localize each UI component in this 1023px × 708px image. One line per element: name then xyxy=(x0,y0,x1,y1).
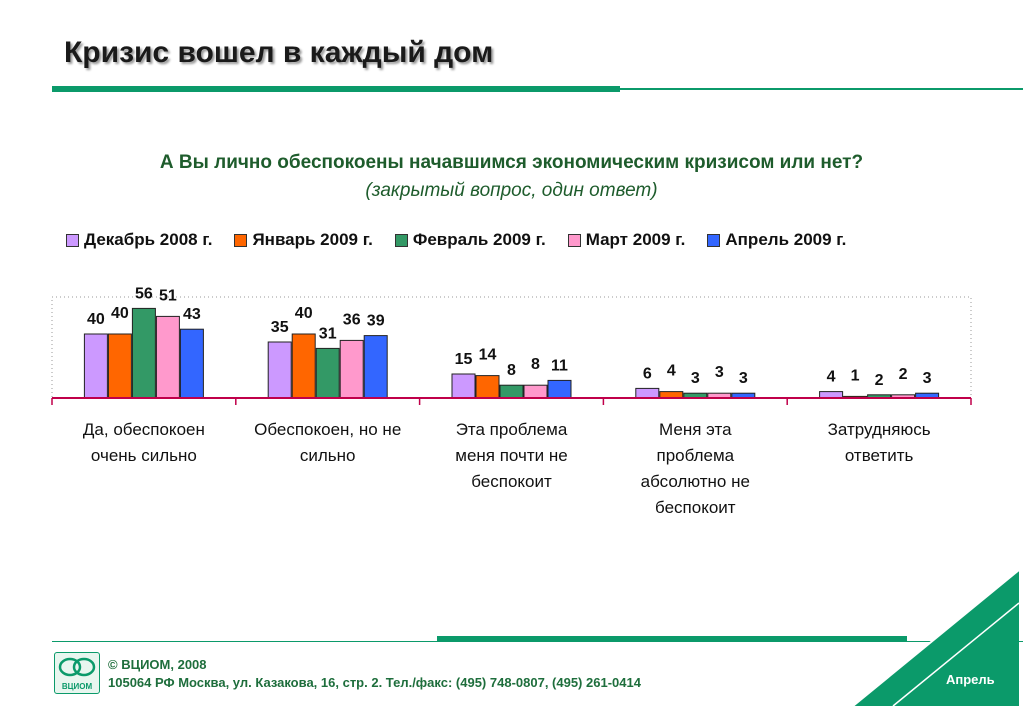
data-label: 3 xyxy=(715,364,724,381)
category-label: очень сильно xyxy=(91,446,197,465)
bar xyxy=(83,333,108,399)
data-label: 39 xyxy=(367,313,385,330)
logo-emblem-icon xyxy=(58,657,96,677)
footer-address: 105064 РФ Москва, ул. Казакова, 16, стр.… xyxy=(108,675,641,690)
data-label: 6 xyxy=(643,365,652,382)
bar xyxy=(131,307,156,399)
category-label: беспокоит xyxy=(471,472,552,491)
slide-title: Кризис вошел в каждый дом xyxy=(64,36,494,69)
bar xyxy=(339,339,364,399)
category-label: Обеспокоен, но не xyxy=(254,420,401,439)
title-underline-thin xyxy=(620,88,1023,90)
legend-swatch xyxy=(234,233,248,247)
legend-label: Февраль 2009 г. xyxy=(412,230,546,249)
legend-item: Январь 2009 г. xyxy=(234,230,373,250)
logo-text: ВЦИОМ xyxy=(61,682,93,691)
bar xyxy=(547,379,572,399)
data-label: 3 xyxy=(739,370,748,387)
category-label: меня почти не xyxy=(455,446,567,465)
category-label: абсолютно не xyxy=(641,472,750,491)
data-label: 15 xyxy=(455,351,473,368)
legend-item: Декабрь 2008 г. xyxy=(66,230,212,250)
data-label: 11 xyxy=(551,357,568,374)
data-label: 31 xyxy=(319,325,337,342)
legend-label: Декабрь 2008 г. xyxy=(84,230,213,249)
bar xyxy=(267,341,292,399)
corner-decoration xyxy=(853,570,1020,707)
data-label: 1 xyxy=(851,367,860,384)
data-label: 8 xyxy=(531,356,540,373)
data-label: 40 xyxy=(87,311,105,328)
chart-legend: Декабрь 2008 г. Январь 2009 г. Февраль 2… xyxy=(66,230,846,250)
survey-question-note: (закрытый вопрос, один ответ) xyxy=(365,180,658,201)
data-label: 4 xyxy=(667,363,676,380)
category-label: беспокоит xyxy=(655,498,736,517)
bar xyxy=(155,315,180,399)
data-label: 4 xyxy=(827,369,836,386)
category-label: сильно xyxy=(300,446,356,465)
data-label: 51 xyxy=(159,287,177,304)
category-label: ответить xyxy=(845,446,914,465)
category-label: Да, обеспокоен xyxy=(83,420,205,439)
data-label: 3 xyxy=(691,370,700,387)
legend-label: Март 2009 г. xyxy=(585,230,686,249)
legend-swatch xyxy=(394,233,408,247)
legend-swatch xyxy=(66,233,79,247)
bar xyxy=(451,373,476,399)
legend-swatch xyxy=(567,233,581,247)
legend-label: Январь 2009 г. xyxy=(252,230,373,249)
legend-item: Март 2009 г. xyxy=(567,230,686,250)
survey-question: А Вы лично обеспокоены начавшимся эконом… xyxy=(159,152,864,173)
footer-copyright: © ВЦИОМ, 2008 xyxy=(108,657,207,672)
data-label: 36 xyxy=(343,311,361,328)
bar xyxy=(315,347,340,399)
bar xyxy=(499,384,524,399)
legend-swatch xyxy=(707,233,721,247)
category-label: Меня эта xyxy=(659,420,732,439)
data-label: 2 xyxy=(899,366,908,383)
title-underline-thick xyxy=(52,86,620,92)
vciom-logo: ВЦИОМ xyxy=(54,652,100,694)
data-label: 14 xyxy=(479,347,497,364)
category-label: Эта проблема xyxy=(456,420,568,439)
bar xyxy=(291,333,316,399)
data-label: 43 xyxy=(183,306,201,323)
data-label: 3 xyxy=(923,370,932,387)
data-label: 40 xyxy=(295,305,313,322)
bar xyxy=(107,333,132,399)
category-label: проблема xyxy=(656,446,734,465)
bar xyxy=(363,335,388,399)
bar xyxy=(635,387,660,399)
footer-accent-bar xyxy=(437,636,907,642)
legend-item: Апрель 2009 г. xyxy=(707,230,846,250)
bar xyxy=(475,375,500,399)
bar xyxy=(523,384,548,399)
data-label: 40 xyxy=(111,305,129,322)
bar xyxy=(179,328,204,399)
data-label: 2 xyxy=(875,372,884,389)
month-label: Апрель xyxy=(946,672,995,687)
data-label: 35 xyxy=(271,319,289,336)
category-label: Затрудняюсь xyxy=(828,420,931,439)
legend-item: Февраль 2009 г. xyxy=(394,230,546,250)
data-label: 8 xyxy=(507,362,516,379)
legend-label: Апрель 2009 г. xyxy=(725,230,847,249)
data-label: 56 xyxy=(135,285,153,302)
